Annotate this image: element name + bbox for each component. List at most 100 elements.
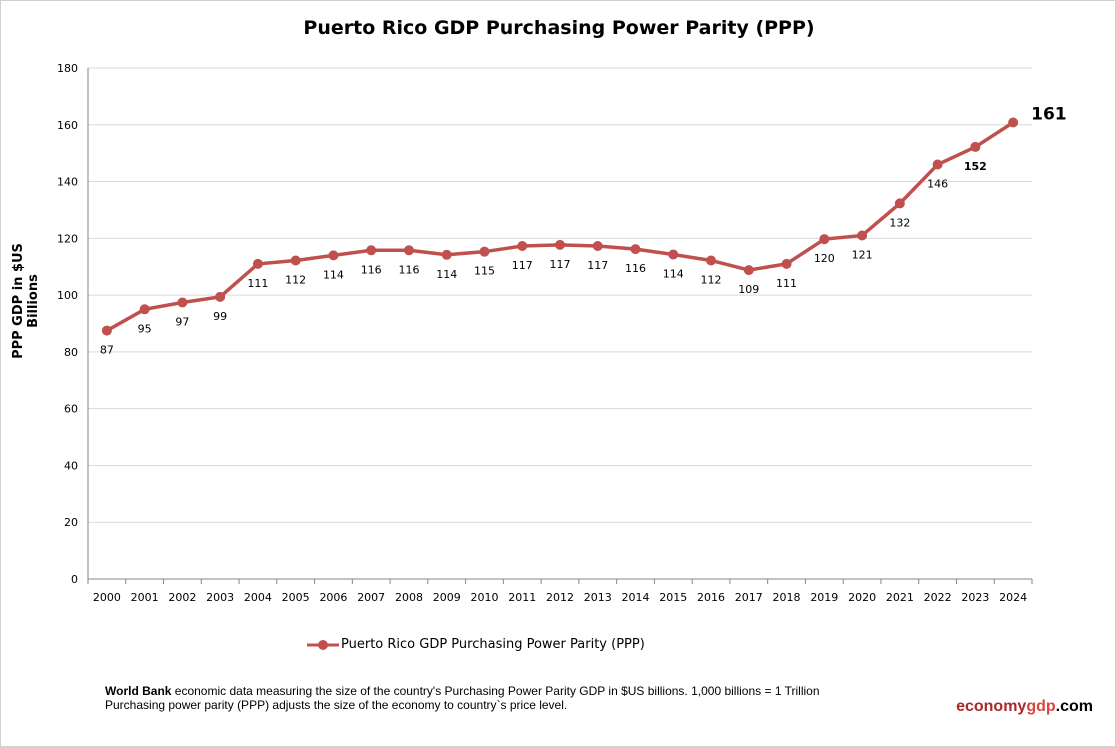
x-tick-label: 2001 xyxy=(131,591,159,604)
data-label: 111 xyxy=(247,277,268,290)
data-point xyxy=(139,304,150,315)
data-point xyxy=(101,325,112,336)
legend-label: Puerto Rico GDP Purchasing Power Parity … xyxy=(341,637,645,652)
data-point xyxy=(668,249,679,260)
y-tick-label: 0 xyxy=(71,573,78,586)
x-tick-label: 2009 xyxy=(433,591,461,604)
data-label: 117 xyxy=(587,259,608,272)
data-label: 114 xyxy=(436,268,457,281)
data-point xyxy=(1008,117,1019,128)
data-point xyxy=(857,230,868,241)
x-tick-label: 2017 xyxy=(735,591,763,604)
data-label: 112 xyxy=(285,273,306,286)
data-label: 146 xyxy=(927,178,948,191)
data-label: 97 xyxy=(175,315,189,328)
y-tick-label: 100 xyxy=(57,289,78,302)
x-tick-label: 2022 xyxy=(924,591,952,604)
x-tick-label: 2000 xyxy=(93,591,121,604)
brand-logo[interactable]: economygdp.com xyxy=(956,698,1093,716)
footnote-line1: economic data measuring the size of the … xyxy=(171,684,820,698)
x-tick-label: 2010 xyxy=(470,591,498,604)
data-label: 132 xyxy=(889,216,910,229)
data-point xyxy=(177,297,188,308)
data-point xyxy=(743,265,754,276)
data-label: 117 xyxy=(512,259,533,272)
data-point xyxy=(479,246,490,257)
data-point xyxy=(781,258,792,269)
data-label: 117 xyxy=(550,258,571,271)
data-label: 115 xyxy=(474,265,495,278)
data-point xyxy=(215,291,226,302)
footnote-source: World Bank xyxy=(105,684,172,698)
y-tick-label: 160 xyxy=(57,119,78,132)
y-tick-label: 140 xyxy=(57,176,78,189)
data-point xyxy=(517,240,528,251)
x-tick-label: 2024 xyxy=(999,591,1027,604)
legend: Puerto Rico GDP Purchasing Power Parity … xyxy=(307,637,645,652)
data-point xyxy=(706,255,717,266)
data-point xyxy=(328,250,339,261)
x-tick-label: 2004 xyxy=(244,591,272,604)
data-label: 161 xyxy=(1031,105,1067,125)
data-label: 95 xyxy=(138,322,152,335)
x-tick-label: 2023 xyxy=(961,591,989,604)
data-point xyxy=(441,249,452,260)
series-line xyxy=(106,121,1015,333)
data-label: 99 xyxy=(213,310,227,323)
data-label: 121 xyxy=(852,248,873,261)
data-point xyxy=(630,244,641,255)
y-tick-label: 80 xyxy=(64,346,78,359)
x-tick-label: 2014 xyxy=(622,591,650,604)
data-point xyxy=(932,159,943,170)
x-tick-label: 2002 xyxy=(168,591,196,604)
data-label: 152 xyxy=(964,160,987,173)
y-tick-label: 40 xyxy=(64,459,78,472)
x-tick-label: 2013 xyxy=(584,591,612,604)
x-tick-label: 2011 xyxy=(508,591,536,604)
data-point xyxy=(366,245,377,256)
footnote: World Bank economic data measuring the s… xyxy=(105,684,820,712)
data-label: 111 xyxy=(776,277,797,290)
data-label: 112 xyxy=(701,273,722,286)
data-label: 114 xyxy=(323,268,344,281)
x-tick-label: 2008 xyxy=(395,591,423,604)
data-point xyxy=(970,141,981,152)
data-label: 114 xyxy=(663,268,684,281)
data-label: 87 xyxy=(100,344,114,357)
y-tick-label: 120 xyxy=(57,232,78,245)
x-tick-label: 2003 xyxy=(206,591,234,604)
data-point xyxy=(592,240,603,251)
x-tick-label: 2012 xyxy=(546,591,574,604)
data-label: 116 xyxy=(361,263,382,276)
data-point xyxy=(252,258,263,269)
data-label: 116 xyxy=(398,263,419,276)
x-tick-label: 2016 xyxy=(697,591,725,604)
x-tick-label: 2020 xyxy=(848,591,876,604)
y-tick-label: 60 xyxy=(64,403,78,416)
x-tick-label: 2006 xyxy=(319,591,347,604)
x-tick-label: 2019 xyxy=(810,591,838,604)
brand-part: gdp xyxy=(1026,698,1056,715)
data-label: 109 xyxy=(738,283,759,296)
x-tick-label: 2005 xyxy=(282,591,310,604)
data-label: 120 xyxy=(814,252,835,265)
footnote-line2: Purchasing power parity (PPP) adjusts th… xyxy=(105,698,568,712)
y-tick-label: 180 xyxy=(57,62,78,75)
brand-part: economy xyxy=(956,698,1027,715)
x-tick-label: 2007 xyxy=(357,591,385,604)
y-tick-label: 20 xyxy=(64,516,78,529)
data-point xyxy=(894,198,905,209)
data-point xyxy=(290,255,301,266)
data-label: 116 xyxy=(625,262,646,275)
data-point xyxy=(403,245,414,256)
x-tick-label: 2018 xyxy=(773,591,801,604)
x-tick-label: 2015 xyxy=(659,591,687,604)
brand-part: .com xyxy=(1055,698,1093,715)
plot-area: 0 20 40 60 80 100 120 140 160 180 2000 2001 2002 2003… xyxy=(57,62,1067,604)
data-point xyxy=(819,234,830,245)
chart-title: Puerto Rico GDP Purchasing Power Parity … xyxy=(303,17,815,39)
legend-marker xyxy=(307,639,339,650)
data-point xyxy=(555,239,565,250)
x-tick-label: 2021 xyxy=(886,591,914,604)
